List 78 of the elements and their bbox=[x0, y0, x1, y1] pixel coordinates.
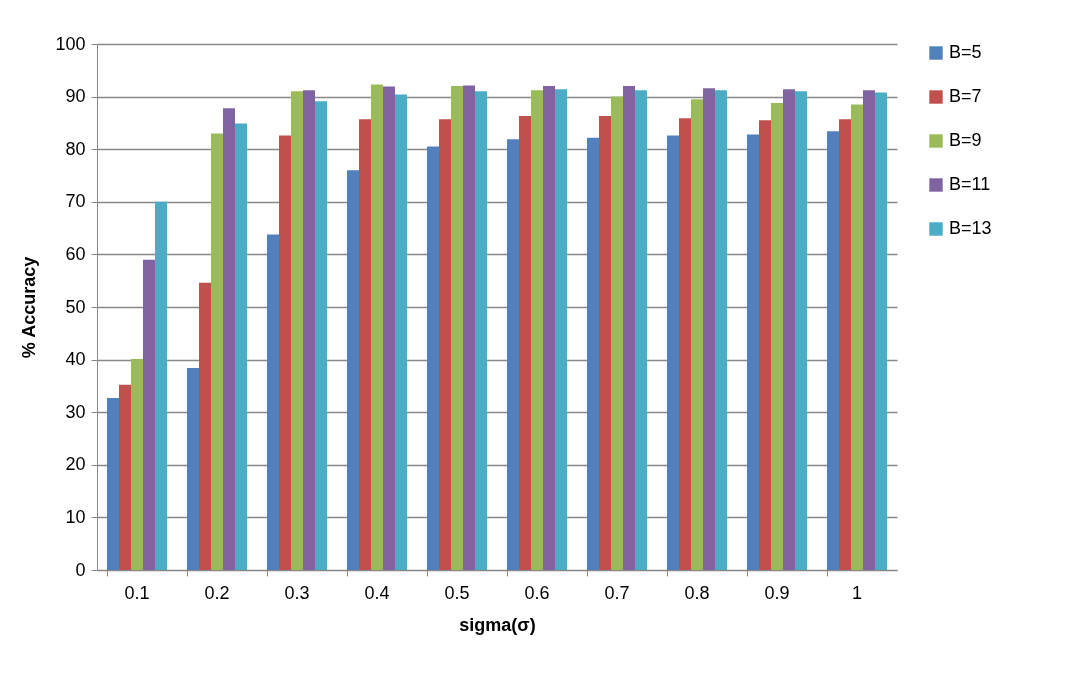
bar bbox=[839, 119, 851, 570]
x-axis-title: sigma(σ) bbox=[459, 614, 536, 635]
y-tick-label: 20 bbox=[65, 454, 86, 475]
bar bbox=[315, 101, 327, 570]
bar bbox=[451, 86, 463, 570]
x-tick-label: 0.4 bbox=[364, 582, 390, 603]
y-tick-label: 90 bbox=[65, 86, 86, 107]
y-tick-label: 10 bbox=[65, 506, 86, 527]
bar bbox=[267, 234, 279, 570]
x-tick-label: 1 bbox=[851, 582, 863, 603]
y-tick-label: 70 bbox=[65, 191, 86, 212]
bar bbox=[211, 133, 223, 570]
bar bbox=[863, 90, 875, 570]
x-tick-label: 0.3 bbox=[284, 582, 310, 603]
bar bbox=[143, 259, 155, 570]
legend-label: B=9 bbox=[949, 130, 982, 150]
bar bbox=[875, 92, 887, 570]
x-tick-label: 0.6 bbox=[524, 582, 550, 603]
bar bbox=[223, 108, 235, 570]
legend-label: B=11 bbox=[949, 174, 991, 194]
legend-label: B=13 bbox=[949, 218, 992, 238]
bar bbox=[155, 201, 167, 570]
y-tick-label: 40 bbox=[65, 349, 86, 370]
x-tick-label: 0.7 bbox=[604, 582, 630, 603]
bar bbox=[587, 137, 599, 570]
bar bbox=[347, 170, 359, 570]
bar bbox=[383, 86, 395, 570]
y-tick-label: 100 bbox=[55, 33, 86, 54]
x-tick-label: 0.9 bbox=[764, 582, 790, 603]
y-tick-label: 60 bbox=[65, 243, 86, 264]
bar bbox=[119, 384, 131, 570]
bar bbox=[519, 116, 531, 570]
bar bbox=[291, 91, 303, 570]
bar bbox=[747, 134, 759, 570]
bar bbox=[703, 88, 715, 570]
bar bbox=[759, 120, 771, 570]
bar bbox=[359, 119, 371, 570]
bar bbox=[187, 368, 199, 570]
bar bbox=[463, 85, 475, 570]
x-tick-label: 0.2 bbox=[204, 582, 230, 603]
bar bbox=[635, 90, 647, 570]
bar bbox=[851, 104, 863, 570]
legend-label: B=5 bbox=[949, 42, 982, 62]
bar bbox=[279, 135, 291, 570]
bar bbox=[199, 282, 211, 570]
bar bbox=[507, 139, 519, 570]
bar bbox=[543, 86, 555, 570]
y-tick-label: 50 bbox=[65, 296, 86, 317]
bar bbox=[555, 89, 567, 570]
legend-label: B=7 bbox=[949, 86, 982, 106]
y-tick-label: 0 bbox=[75, 559, 86, 580]
y-axis-title: % Accuracy bbox=[19, 256, 40, 359]
bar bbox=[827, 131, 839, 570]
bar bbox=[715, 90, 727, 570]
bar bbox=[439, 119, 451, 570]
bar bbox=[623, 86, 635, 570]
bar bbox=[771, 102, 783, 570]
bar bbox=[235, 123, 247, 570]
y-tick-label: 80 bbox=[65, 138, 86, 159]
bar bbox=[795, 91, 807, 570]
x-tick-label: 0.1 bbox=[124, 582, 150, 603]
y-tick-label: 30 bbox=[65, 401, 86, 422]
bar bbox=[303, 90, 315, 570]
bar bbox=[371, 84, 383, 570]
bar bbox=[427, 146, 439, 570]
bar bbox=[107, 398, 119, 570]
bar bbox=[611, 96, 623, 570]
x-tick-label: 0.8 bbox=[684, 582, 710, 603]
bar bbox=[679, 118, 691, 570]
bar bbox=[475, 91, 487, 570]
bar bbox=[783, 89, 795, 570]
bar bbox=[667, 135, 679, 570]
x-tick-label: 0.5 bbox=[444, 582, 470, 603]
bar bbox=[599, 116, 611, 570]
bar bbox=[131, 359, 143, 570]
bar bbox=[531, 90, 543, 570]
bar bbox=[395, 94, 407, 570]
bar bbox=[691, 99, 703, 570]
